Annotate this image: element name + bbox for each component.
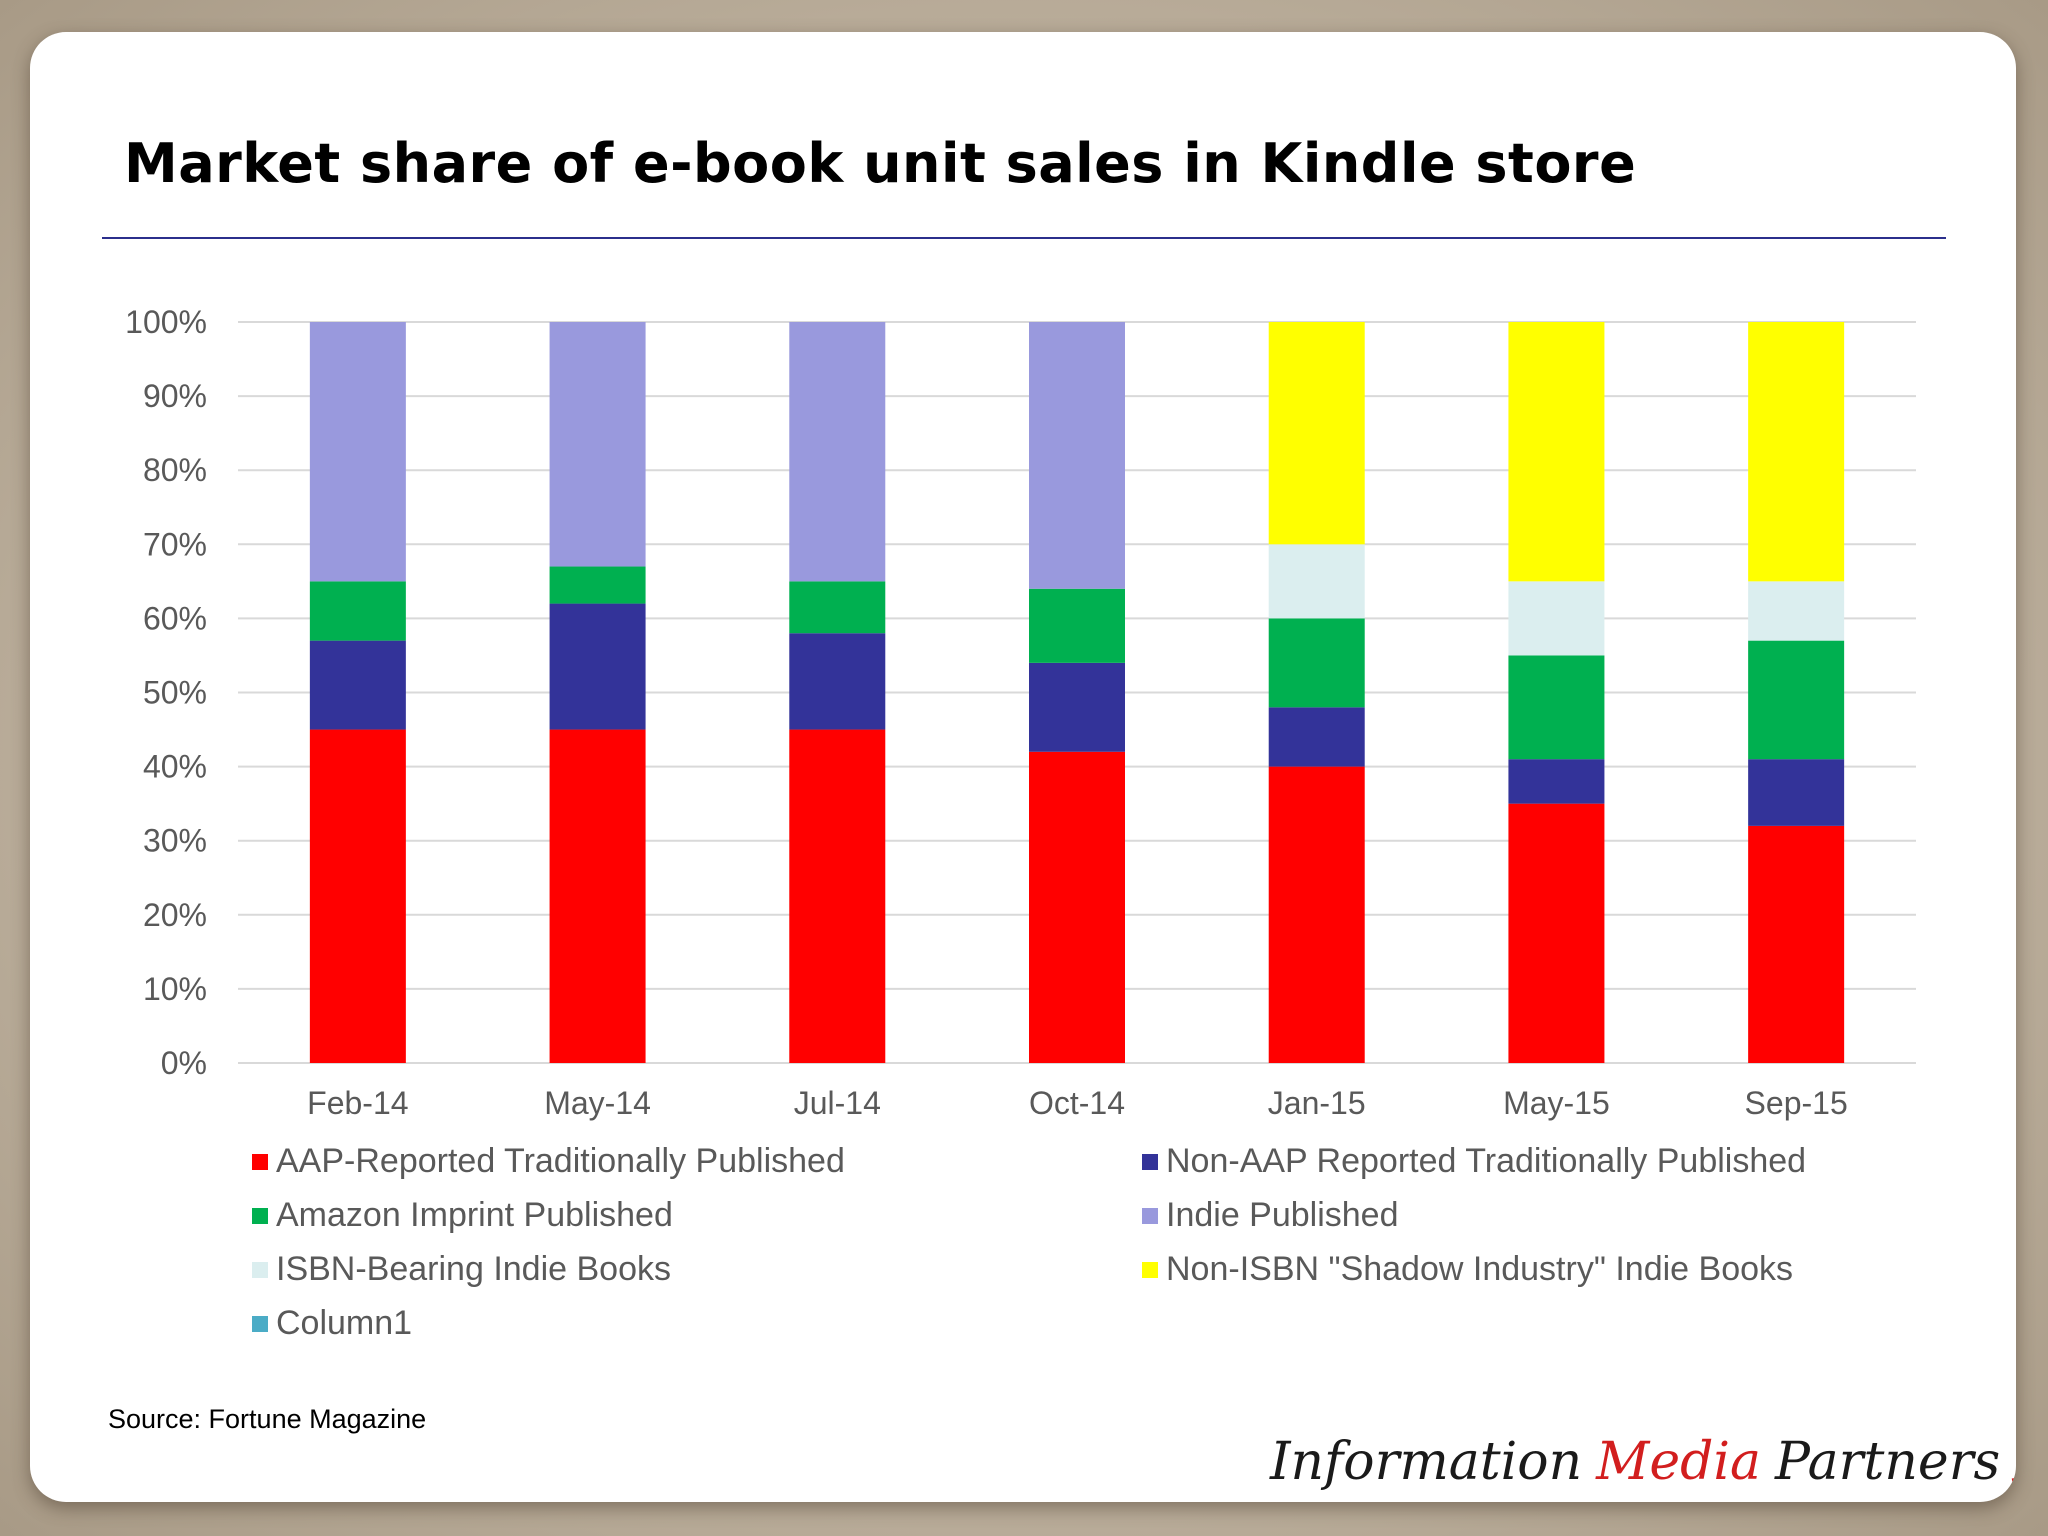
legend-label: Non-AAP Reported Traditionally Published <box>1166 1142 1807 1180</box>
bar-segment <box>789 581 886 634</box>
y-tick-label: 10% <box>143 971 207 1007</box>
bar-segment <box>1268 618 1365 708</box>
bar-segment <box>309 322 406 582</box>
stacked-bar-chart: 0% 10% 20% 30% 40% 50% 60% 70% 80% 90% 100% Feb-14 M… <box>125 304 1916 1121</box>
y-tick-label: 30% <box>143 823 207 859</box>
bar-segment <box>1029 588 1125 663</box>
legend-item: Amazon Imprint Published <box>252 1196 673 1235</box>
bar-segment <box>1268 707 1365 767</box>
bar-segment <box>549 729 646 1063</box>
slide-title: Market share of e-book unit sales in Kin… <box>124 132 1637 195</box>
y-tick-label: 90% <box>143 378 207 414</box>
bar-segment <box>1029 322 1125 589</box>
bar-segment <box>789 633 886 730</box>
legend-swatch <box>252 1153 268 1170</box>
legend-label: Column1 <box>276 1304 413 1342</box>
bar-segment <box>1748 640 1845 760</box>
bar-segment <box>789 322 886 582</box>
bar-segment <box>1029 662 1125 752</box>
x-tick-label: May-14 <box>544 1085 651 1121</box>
legend-swatch <box>1142 1261 1158 1278</box>
logo-word-media: Media <box>1596 1432 1762 1492</box>
bar-segment <box>1748 322 1845 582</box>
bar-segment <box>549 603 646 730</box>
bar-segment <box>1268 544 1365 619</box>
bar-segment <box>1029 751 1125 1063</box>
bar-segment <box>1748 759 1845 826</box>
x-tick-label: Feb-14 <box>307 1085 408 1121</box>
legend-item: ISBN-Bearing Indie Books <box>252 1250 671 1289</box>
bar-segment <box>1508 759 1605 804</box>
legend-swatch <box>1142 1153 1158 1170</box>
bar-segment <box>309 640 406 730</box>
y-tick-label: 60% <box>143 600 207 636</box>
legend-item: Indie Published <box>1142 1196 1399 1235</box>
bar-segment <box>309 729 406 1063</box>
bar-segment <box>549 322 646 567</box>
legend-item: Non-ISBN "Shadow Industry" Indie Books <box>1142 1250 1793 1289</box>
legend-item: Non-AAP Reported Traditionally Published <box>1142 1142 1806 1181</box>
bar-segment <box>1748 825 1845 1063</box>
bar-segment <box>1268 322 1365 545</box>
legend-swatch <box>252 1315 268 1332</box>
logo-word-partners: Partners <box>1775 1432 2001 1492</box>
y-tick-label: 70% <box>143 526 207 562</box>
legend-item: Column1 <box>252 1304 412 1343</box>
slide: Market share of e-book unit sales in Kin… <box>30 32 2016 1502</box>
legend-label: Amazon Imprint Published <box>276 1196 673 1234</box>
bar-segment <box>1508 655 1605 760</box>
company-logo: Information Media Partners <box>1270 1422 2016 1492</box>
y-tick-label: 80% <box>143 452 207 488</box>
legend-label: ISBN-Bearing Indie Books <box>276 1250 671 1288</box>
bar-segment <box>549 566 646 604</box>
legend-swatch <box>1142 1207 1158 1224</box>
bar-segment <box>309 581 406 641</box>
source-note: Source: Fortune Magazine <box>108 1404 427 1434</box>
legend-label: AAP-Reported Traditionally Published <box>276 1142 845 1180</box>
x-tick-label: Oct-14 <box>1029 1085 1125 1121</box>
bar-segment <box>1508 803 1605 1063</box>
y-tick-label: 50% <box>143 675 207 711</box>
bar-segment <box>1508 322 1605 582</box>
x-tick-label: May-15 <box>1503 1085 1610 1121</box>
legend-swatch <box>252 1207 268 1224</box>
y-tick-label: 40% <box>143 749 207 785</box>
y-tick-label: 0% <box>161 1045 207 1081</box>
bar-segment <box>789 729 886 1063</box>
y-tick-label: 20% <box>143 897 207 933</box>
stylized-i-swoosh-icon <box>2011 1477 2016 1482</box>
x-tick-label: Sep-15 <box>1745 1085 1848 1121</box>
y-tick-label: 100% <box>125 304 207 340</box>
bar-segment <box>1268 766 1365 1063</box>
legend-label: Non-ISBN "Shadow Industry" Indie Books <box>1166 1250 1794 1288</box>
legend-item: AAP-Reported Traditionally Published <box>252 1142 845 1181</box>
x-tick-label: Jan-15 <box>1268 1085 1366 1121</box>
x-tick-label: Jul-14 <box>794 1085 881 1121</box>
logo-word-information: Information <box>1270 1432 1583 1492</box>
bar-segment <box>1748 581 1845 641</box>
legend-swatch <box>252 1261 268 1278</box>
title-divider <box>102 237 1946 239</box>
legend-label: Indie Published <box>1166 1196 1399 1234</box>
bar-segment <box>1508 581 1605 656</box>
